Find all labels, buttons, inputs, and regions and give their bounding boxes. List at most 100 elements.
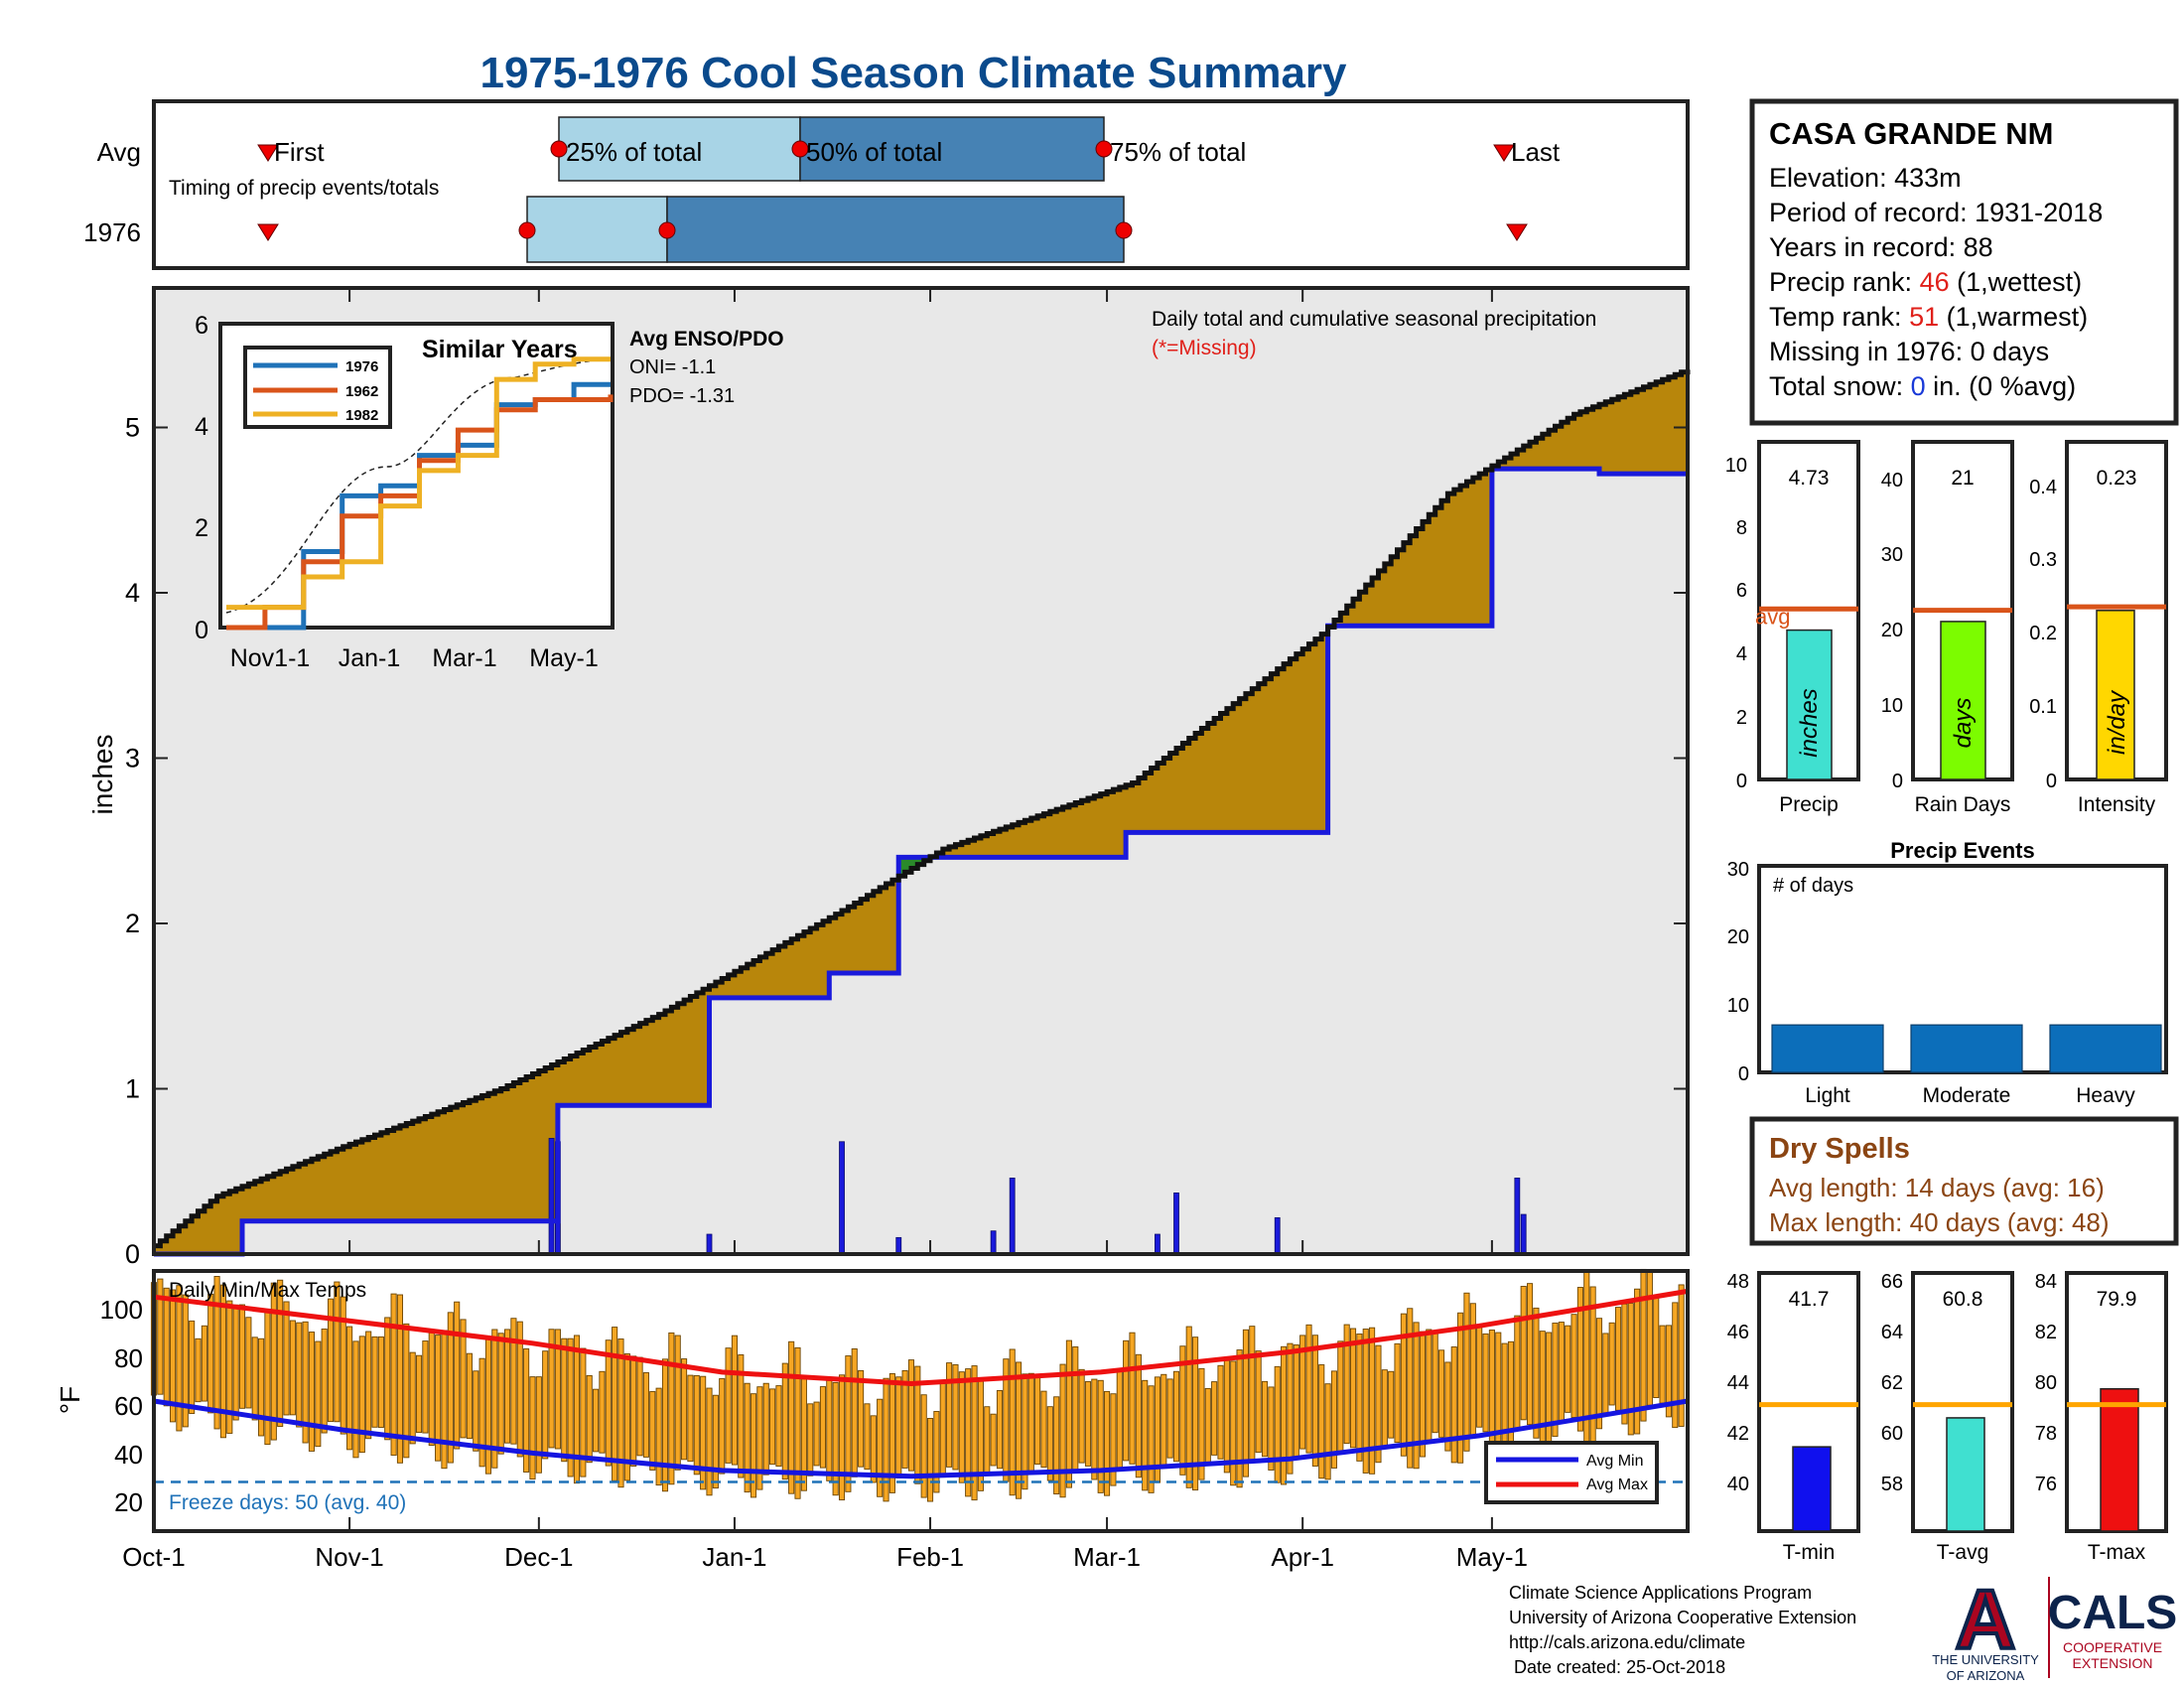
temp-range-bar	[1552, 1323, 1559, 1437]
temp-range-bar	[744, 1382, 751, 1493]
tavg-bar	[1946, 1417, 1985, 1532]
temp-range-bar	[296, 1322, 303, 1428]
temp-range-bar	[580, 1347, 587, 1477]
cals-logo-sub-1: COOPERATIVE	[2063, 1639, 2162, 1655]
temp-range-bar	[920, 1394, 927, 1498]
temp-range-bar	[832, 1381, 839, 1496]
temp-range-bar	[642, 1372, 649, 1458]
precip-rank-value: 46	[1920, 267, 1950, 297]
temp-range-bar	[781, 1362, 788, 1480]
avg-q1-bar	[558, 116, 801, 182]
tmin-value-text: 41.7	[1789, 1288, 1830, 1311]
temp-range-bar	[1255, 1350, 1262, 1454]
temp-range-bar	[750, 1393, 757, 1498]
tmin-ytick-44: 44	[1727, 1372, 1749, 1394]
temp-range-bar	[1526, 1283, 1534, 1426]
temp-range-bar	[358, 1336, 365, 1454]
temp-range-bar	[914, 1365, 921, 1484]
temp-range-bar	[1514, 1315, 1521, 1429]
tmax-ytick-84: 84	[2035, 1271, 2057, 1293]
temp-range-bar	[1672, 1302, 1679, 1429]
temp-range-bar	[655, 1387, 662, 1486]
temp-range-bar	[484, 1336, 492, 1475]
tmax-ytick-80: 80	[2035, 1372, 2057, 1394]
temp-range-bar	[1501, 1342, 1508, 1458]
precip-ytick-6: 6	[1736, 580, 1747, 602]
temp-range-bar	[308, 1332, 316, 1452]
station-info-frame	[1749, 98, 2179, 426]
temps-ytick-100: 100	[100, 1295, 143, 1325]
month-tick-label: Nov-1	[315, 1542, 383, 1572]
rain-days-ytick-40: 40	[1881, 470, 1903, 492]
tmax-ytick-82: 82	[2035, 1322, 2057, 1343]
precip-value-text: 4.73	[1789, 467, 1830, 490]
precip-ytick-10: 10	[1725, 455, 1747, 477]
month-tick-label: Jan-1	[702, 1542, 766, 1572]
temp-range-bar	[586, 1374, 593, 1464]
temp-range-bar	[769, 1388, 776, 1466]
temp-range-bar	[877, 1398, 884, 1497]
temp-range-bar	[1400, 1313, 1407, 1457]
inset-ytick-2: 2	[195, 514, 208, 542]
temp-range-bar	[1437, 1349, 1445, 1438]
tavg-ytick-66: 66	[1881, 1271, 1903, 1293]
avg-p50-marker	[791, 140, 809, 158]
main-ytick-label: 5	[125, 413, 140, 443]
temp-range-bar	[1192, 1336, 1199, 1491]
temp-range-bar	[762, 1382, 769, 1476]
temp-range-bar	[1078, 1368, 1085, 1464]
summary-bars: avg 4.73 inches 0 2 4 6 8 10 Precip 21 d…	[1725, 440, 2168, 816]
y1976-q2-bar	[666, 196, 1125, 263]
y1976-p75-marker	[1115, 221, 1133, 239]
station-precip-rank: Precip rank: 46 (1,wettest)	[1769, 267, 2082, 297]
temp-range-bar	[719, 1378, 726, 1475]
temp-range-bar	[510, 1318, 517, 1445]
temps-ytick-80: 80	[114, 1343, 143, 1373]
temp-range-bar	[1546, 1332, 1553, 1450]
temp-range-bar	[661, 1358, 669, 1492]
precip-ytick-4: 4	[1736, 643, 1747, 665]
temp-range-bar	[1646, 1269, 1653, 1406]
temp-range-bar	[1394, 1342, 1401, 1444]
inset-line-1982	[226, 356, 611, 611]
station-snow: Total snow: 0 in. (0 %avg)	[1769, 371, 2076, 401]
inset-ytick-0: 0	[195, 617, 208, 644]
enso-title: Avg ENSO/PDO	[629, 328, 784, 351]
temp-range-bar	[1621, 1303, 1628, 1425]
rain-days-ytick-10: 10	[1881, 695, 1903, 717]
station-info-box: CASA GRANDE NM Elevation: 433m Period of…	[1749, 98, 2179, 426]
intensity-ytick-02: 0.2	[2029, 623, 2057, 644]
avg-max-line	[153, 1288, 1689, 1387]
temp-range-bar	[756, 1386, 763, 1490]
station-elevation: Elevation: 433m	[1769, 163, 1962, 193]
temp-range-bar	[1362, 1329, 1369, 1474]
temp-range-bar	[681, 1358, 688, 1461]
temp-range-bar	[1015, 1361, 1023, 1499]
temps-ytick-20: 20	[114, 1487, 143, 1517]
temp-range-bar	[1034, 1374, 1041, 1466]
temp-range-bar	[851, 1348, 858, 1477]
temp-range-bar	[838, 1374, 846, 1501]
dry-spells-box: Dry Spells Avg length: 14 days (avg: 16)…	[1749, 1116, 2179, 1246]
temp-range-bar	[952, 1364, 959, 1471]
temp-range-bar	[687, 1374, 694, 1463]
temp-range-bar	[933, 1411, 940, 1493]
temp-range-bar	[219, 1284, 226, 1439]
enso-pdo: PDO= -1.31	[629, 385, 735, 407]
temp-range-bar	[283, 1301, 290, 1416]
avg-q2-bar	[799, 116, 1105, 182]
temp-range-bar	[535, 1376, 542, 1474]
month-tick-label: Mar-1	[1073, 1542, 1141, 1572]
temp-range-bar	[473, 1370, 479, 1452]
temp-range-bar	[965, 1368, 972, 1497]
inset-legend-1962: 1962	[345, 383, 378, 400]
temps-ylabel: °F	[55, 1386, 85, 1414]
avg-first-marker	[257, 144, 279, 162]
temp-range-bar	[1343, 1324, 1350, 1445]
temp-range-bar	[1388, 1370, 1395, 1439]
temp-range-bar	[901, 1369, 908, 1469]
marker-label-50: 50% of total	[806, 137, 942, 167]
temp-range-bar	[1065, 1339, 1072, 1488]
precip-total-bar	[1786, 629, 1833, 780]
temp-range-bar	[403, 1323, 410, 1459]
